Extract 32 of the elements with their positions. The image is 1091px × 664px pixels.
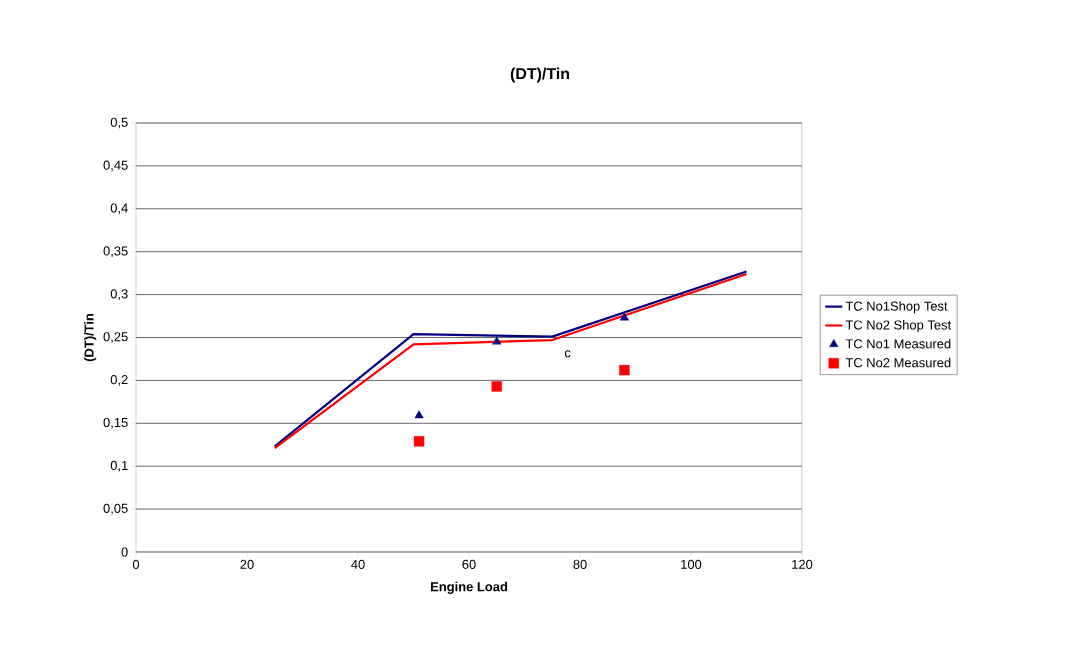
y-tick-label: 0,4 bbox=[110, 203, 128, 215]
y-tick-label: 0,25 bbox=[103, 332, 128, 343]
y-tick-label: 0,15 bbox=[103, 417, 128, 429]
y-tick-label: 0 bbox=[121, 547, 128, 557]
legend-label: TC No1Shop Test bbox=[845, 301, 948, 314]
x-axis-title: Engine Load bbox=[431, 581, 508, 594]
y-tick-label: 0,05 bbox=[103, 503, 128, 515]
x-tick-label: 40 bbox=[351, 559, 365, 569]
y-tick-label: 0,45 bbox=[103, 160, 128, 172]
y-axis-title: (DT)/Tin bbox=[84, 313, 97, 362]
point bbox=[414, 410, 424, 419]
point bbox=[413, 436, 425, 447]
chart-title: (DT)/Tin bbox=[510, 67, 569, 83]
y-tick-label: 0,2 bbox=[110, 375, 128, 386]
annotation: c bbox=[564, 350, 571, 358]
legend-label: TC No2 Shop Test bbox=[845, 320, 952, 333]
x-tick-label: 20 bbox=[240, 559, 254, 569]
x-tick-label: 120 bbox=[792, 559, 813, 569]
legend-label: TC No1 Measured bbox=[845, 338, 951, 349]
x-tick-label: 60 bbox=[462, 559, 476, 569]
point bbox=[619, 312, 629, 321]
y-tick-label: 0,1 bbox=[110, 460, 128, 472]
y-tick-label: 0,3 bbox=[110, 289, 128, 300]
legend-label: TC No2 Measured bbox=[845, 357, 951, 368]
point bbox=[491, 381, 502, 392]
point bbox=[492, 336, 502, 345]
x-tick-label: 80 bbox=[573, 559, 587, 569]
y-tick-label: 0,35 bbox=[103, 246, 128, 258]
x-tick-label: 0 bbox=[132, 559, 140, 569]
y-tick-label: 0,5 bbox=[110, 117, 128, 129]
x-tick-label: 100 bbox=[681, 559, 702, 569]
point bbox=[619, 364, 630, 376]
